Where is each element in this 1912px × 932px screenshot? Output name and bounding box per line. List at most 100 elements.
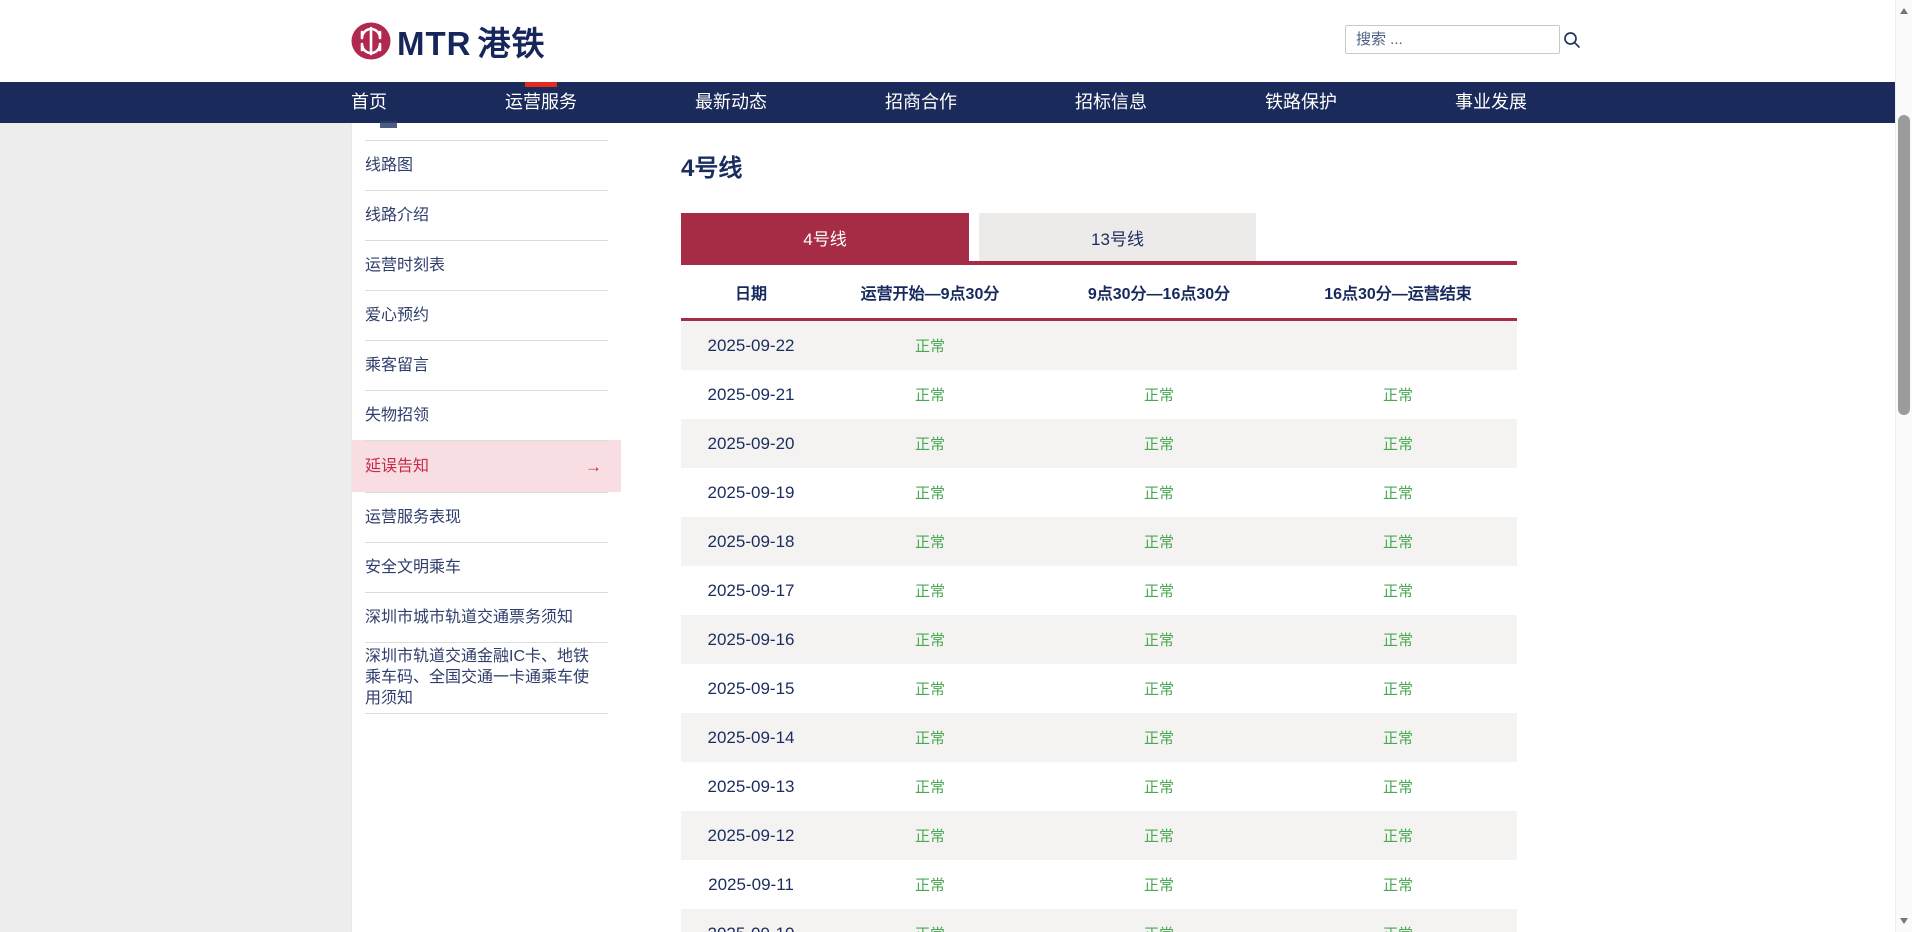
nav-item[interactable]: 招标信息 — [1075, 92, 1147, 112]
column-header-evening: 16点30分—运营结束 — [1324, 285, 1472, 303]
sidebar-item[interactable]: 失物招领 — [352, 390, 621, 440]
search-box — [1345, 25, 1580, 54]
date-cell: 2025-09-22 — [707, 335, 795, 355]
table-row: 2025-09-13 正常 正常 正常 — [681, 762, 1517, 811]
status-cell-evening: 正常 — [1382, 779, 1413, 796]
table-row: 2025-09-19 正常 正常 正常 — [681, 468, 1517, 517]
sidebar: 线路图 线路介绍 运营时刻表 爱心预约 — [352, 121, 621, 714]
status-cell-morning: 正常 — [914, 436, 945, 453]
status-cell-evening: 正常 — [1382, 681, 1413, 698]
table-row: 2025-09-16 正常 正常 正常 — [681, 615, 1517, 664]
nav-item[interactable]: 运营服务 — [505, 82, 577, 123]
sidebar-item[interactable]: 安全文明乘车 — [352, 542, 621, 592]
line-tabs: 4号线 13号线 — [681, 213, 1517, 261]
table-row: 2025-09-11 正常 正常 正常 — [681, 860, 1517, 909]
date-cell: 2025-09-15 — [707, 678, 795, 698]
status-cell-morning: 正常 — [914, 387, 945, 404]
date-cell: 2025-09-19 — [707, 482, 795, 502]
mtr-logo[interactable]: MTR 港铁 — [351, 14, 545, 68]
vertical-scrollbar — [1895, 0, 1912, 932]
tab-underline — [681, 261, 1517, 265]
table-row: 2025-09-12 正常 正常 正常 — [681, 811, 1517, 860]
status-cell-evening: 正常 — [1382, 583, 1413, 600]
table-row: 2025-09-20 正常 正常 正常 — [681, 419, 1517, 468]
sidebar-item[interactable]: 爱心预约 — [352, 290, 621, 340]
search-input[interactable] — [1346, 31, 1563, 48]
date-cell: 2025-09-11 — [708, 874, 794, 894]
sidebar-item[interactable]: 运营服务表现 — [352, 492, 621, 542]
sidebar-item-label: 爱心预约 — [365, 306, 430, 324]
date-cell: 2025-09-17 — [707, 580, 795, 600]
tab-line-13[interactable]: 13号线 — [979, 213, 1256, 261]
status-cell-morning: 正常 — [914, 485, 945, 502]
sidebar-item-label: 线路介绍 — [365, 206, 430, 224]
nav-item[interactable]: 事业发展 — [1455, 92, 1527, 112]
date-cell: 2025-09-18 — [707, 531, 795, 551]
sidebar-item-label: 深圳市城市轨道交通票务须知 — [365, 608, 574, 626]
status-cell-midday: 正常 — [1143, 828, 1174, 845]
status-cell-midday: 正常 — [1039, 923, 1279, 932]
column-header-morning: 运营开始—9点30分 — [860, 285, 1000, 303]
date-cell: 2025-09-16 — [707, 629, 795, 649]
status-cell-evening: 正常 — [1382, 877, 1413, 894]
status-cell-morning: 正常 — [914, 632, 945, 649]
status-cell-evening: 正常 — [1382, 632, 1413, 649]
status-cell-morning: 正常 — [914, 779, 945, 796]
table-row: 2025-09-14 正常 正常 正常 — [681, 713, 1517, 762]
sidebar-item[interactable]: 深圳市轨道交通金融IC卡、地铁乘车码、全国交通一卡通乘车使用须知 — [352, 642, 621, 713]
table-row: 2025-09-18 正常 正常 正常 — [681, 517, 1517, 566]
sidebar-item[interactable]: 线路图 — [352, 140, 621, 190]
sidebar-item[interactable]: 深圳市城市轨道交通票务须知 — [352, 592, 621, 642]
table-row: 2025-09-15 正常 正常 正常 — [681, 664, 1517, 713]
status-cell-morning: 正常 — [914, 828, 945, 845]
nav-item[interactable]: 首页 — [351, 92, 387, 112]
date-cell: 2025-09-13 — [707, 776, 795, 796]
status-cell-morning: 正常 — [914, 338, 945, 355]
table-row: 2025-09-10 正常 正常 正常 — [681, 909, 1517, 932]
table-header-underline — [681, 318, 1517, 321]
table-row: 2025-09-22 正常 — [681, 321, 1517, 370]
sidebar-menu: 线路图 线路介绍 运营时刻表 爱心预约 — [352, 140, 621, 714]
date-cell: 2025-09-20 — [707, 433, 795, 453]
tab-line-4[interactable]: 4号线 — [681, 213, 969, 261]
main-navbar: 首页 运营服务 最新动态 招商合作 招标信息 铁路保护 事业发展 — [0, 82, 1895, 123]
page-title: 4号线 — [681, 155, 743, 182]
sidebar-item-label: 深圳市轨道交通金融IC卡、地铁乘车码、全国交通一卡通乘车使用须知 — [365, 648, 590, 707]
scrollbar-thumb[interactable] — [1898, 115, 1910, 415]
table-body: 2025-09-22 正常 2025-09-21 正常 正常 正常 2025-0… — [681, 321, 1517, 932]
status-cell-evening: 正常 — [1382, 828, 1413, 845]
scrollbar-down-arrow-icon[interactable] — [1900, 918, 1908, 924]
status-cell-morning: 正常 — [914, 534, 945, 551]
status-cell-evening: 正常 — [1382, 730, 1413, 747]
top-header: MTR 港铁 — [0, 0, 1912, 82]
sidebar-item[interactable]: 延误告知 → — [352, 440, 621, 492]
status-cell-midday: 正常 — [1143, 632, 1174, 649]
scrollbar-up-arrow-icon[interactable] — [1900, 8, 1908, 14]
sidebar-item-label: 运营时刻表 — [365, 256, 446, 274]
status-cell-evening: 正常 — [1382, 436, 1413, 453]
table-row: 2025-09-17 正常 正常 正常 — [681, 566, 1517, 615]
status-cell-midday: 正常 — [1143, 436, 1174, 453]
status-cell-midday: 正常 — [1143, 534, 1174, 551]
sidebar-item[interactable]: 线路介绍 — [352, 190, 621, 240]
table-row: 2025-09-21 正常 正常 正常 — [681, 370, 1517, 419]
status-cell-morning: 正常 — [821, 923, 1039, 932]
status-cell-evening: 正常 — [1382, 534, 1413, 551]
clipped-menu-item-fragment — [380, 121, 397, 128]
date-cell: 2025-09-21 — [707, 384, 795, 404]
sidebar-item-label: 延误告知 — [365, 457, 430, 475]
search-icon[interactable] — [1563, 27, 1581, 53]
status-cell-midday: 正常 — [1143, 485, 1174, 502]
nav-item[interactable]: 最新动态 — [695, 92, 767, 112]
status-cell-evening: 正常 — [1382, 387, 1413, 404]
nav-item[interactable]: 招商合作 — [885, 92, 957, 112]
date-cell: 2025-09-10 — [681, 924, 821, 932]
content-panel: 线路图 线路介绍 运营时刻表 爱心预约 — [351, 121, 1895, 932]
nav-item[interactable]: 铁路保护 — [1265, 92, 1337, 112]
date-cell: 2025-09-14 — [707, 727, 795, 747]
nav-items: 首页 运营服务 最新动态 招商合作 招标信息 铁路保护 事业发展 — [351, 82, 1527, 123]
sidebar-item[interactable]: 乘客留言 — [352, 340, 621, 390]
status-cell-morning: 正常 — [914, 877, 945, 894]
sidebar-item[interactable]: 运营时刻表 — [352, 240, 621, 290]
status-cell-midday: 正常 — [1143, 583, 1174, 600]
